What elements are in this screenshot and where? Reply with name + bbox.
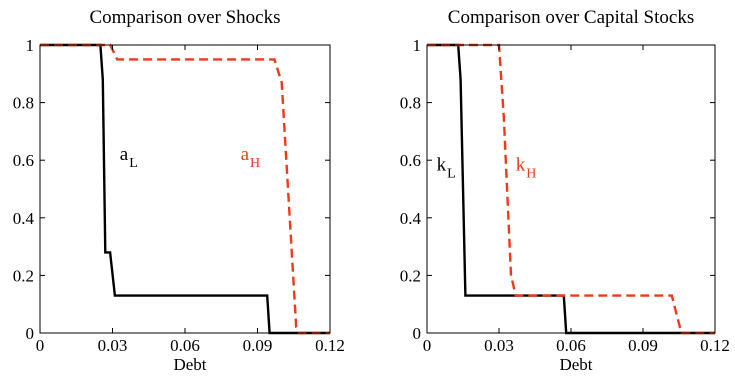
x-tick-label: 0.03 bbox=[98, 336, 128, 355]
axes-frame bbox=[426, 44, 716, 334]
y-tick-label: 0.2 bbox=[400, 266, 421, 285]
chart-title: Comparison over Shocks bbox=[89, 7, 280, 28]
y-tick-label: 0 bbox=[413, 324, 422, 343]
series-line-a-l bbox=[40, 43, 330, 335]
annotation-main: a bbox=[241, 144, 250, 165]
annotation-main: k bbox=[437, 154, 447, 175]
x-tick-label: 0.12 bbox=[700, 336, 730, 355]
annotation-subscript: H bbox=[250, 156, 260, 171]
x-tick-label: 0 bbox=[423, 336, 432, 355]
y-tick-label: 0 bbox=[26, 324, 35, 343]
x-tick-label: 0.09 bbox=[628, 336, 658, 355]
y-tick-label: 0.4 bbox=[400, 209, 422, 228]
chart-title: Comparison over Capital Stocks bbox=[448, 7, 694, 28]
x-tick-label: 0.03 bbox=[484, 336, 514, 355]
y-tick-label: 0.8 bbox=[13, 94, 34, 113]
y-tick-label: 1 bbox=[413, 36, 422, 55]
series-annotation-k-l: kL bbox=[437, 154, 456, 181]
annotation-main: a bbox=[120, 144, 129, 165]
series-line-k-h bbox=[427, 43, 715, 335]
series-line-k-l bbox=[427, 43, 715, 335]
x-tick-label: 0 bbox=[36, 336, 45, 355]
x-axis-label: Debt bbox=[559, 355, 592, 374]
y-tick-label: 0.8 bbox=[400, 94, 421, 113]
y-tick-label: 1 bbox=[26, 36, 35, 55]
axes-frame bbox=[39, 44, 331, 334]
annotation-main: k bbox=[516, 154, 526, 175]
annotation-subscript: L bbox=[447, 166, 456, 181]
chart-panel-1: Comparison over Shocks 0 0.03 0.06 0.09 0.12 0… bbox=[13, 7, 345, 374]
annotation-subscript: H bbox=[526, 166, 536, 181]
x-tick-label: 0.09 bbox=[243, 336, 273, 355]
x-axis-label: Debt bbox=[173, 355, 206, 374]
y-tick-label: 0.4 bbox=[13, 209, 35, 228]
y-tick-label: 0.6 bbox=[400, 151, 421, 170]
y-tick-label: 0.2 bbox=[13, 266, 34, 285]
series-line-a-h bbox=[40, 43, 330, 335]
x-tick-label: 0.06 bbox=[170, 336, 200, 355]
y-tick-label: 0.6 bbox=[13, 151, 34, 170]
x-tick-label: 0.12 bbox=[315, 336, 345, 355]
series-annotation-k-h: kH bbox=[516, 154, 537, 181]
annotation-subscript: L bbox=[129, 156, 138, 171]
series-annotation-a-l: aL bbox=[120, 144, 138, 171]
x-tick-label: 0.06 bbox=[556, 336, 586, 355]
chart-panel-2: Comparison over Capital Stocks 0 0.03 0.06 0… bbox=[400, 7, 730, 374]
series-annotation-a-h: aH bbox=[241, 144, 261, 171]
